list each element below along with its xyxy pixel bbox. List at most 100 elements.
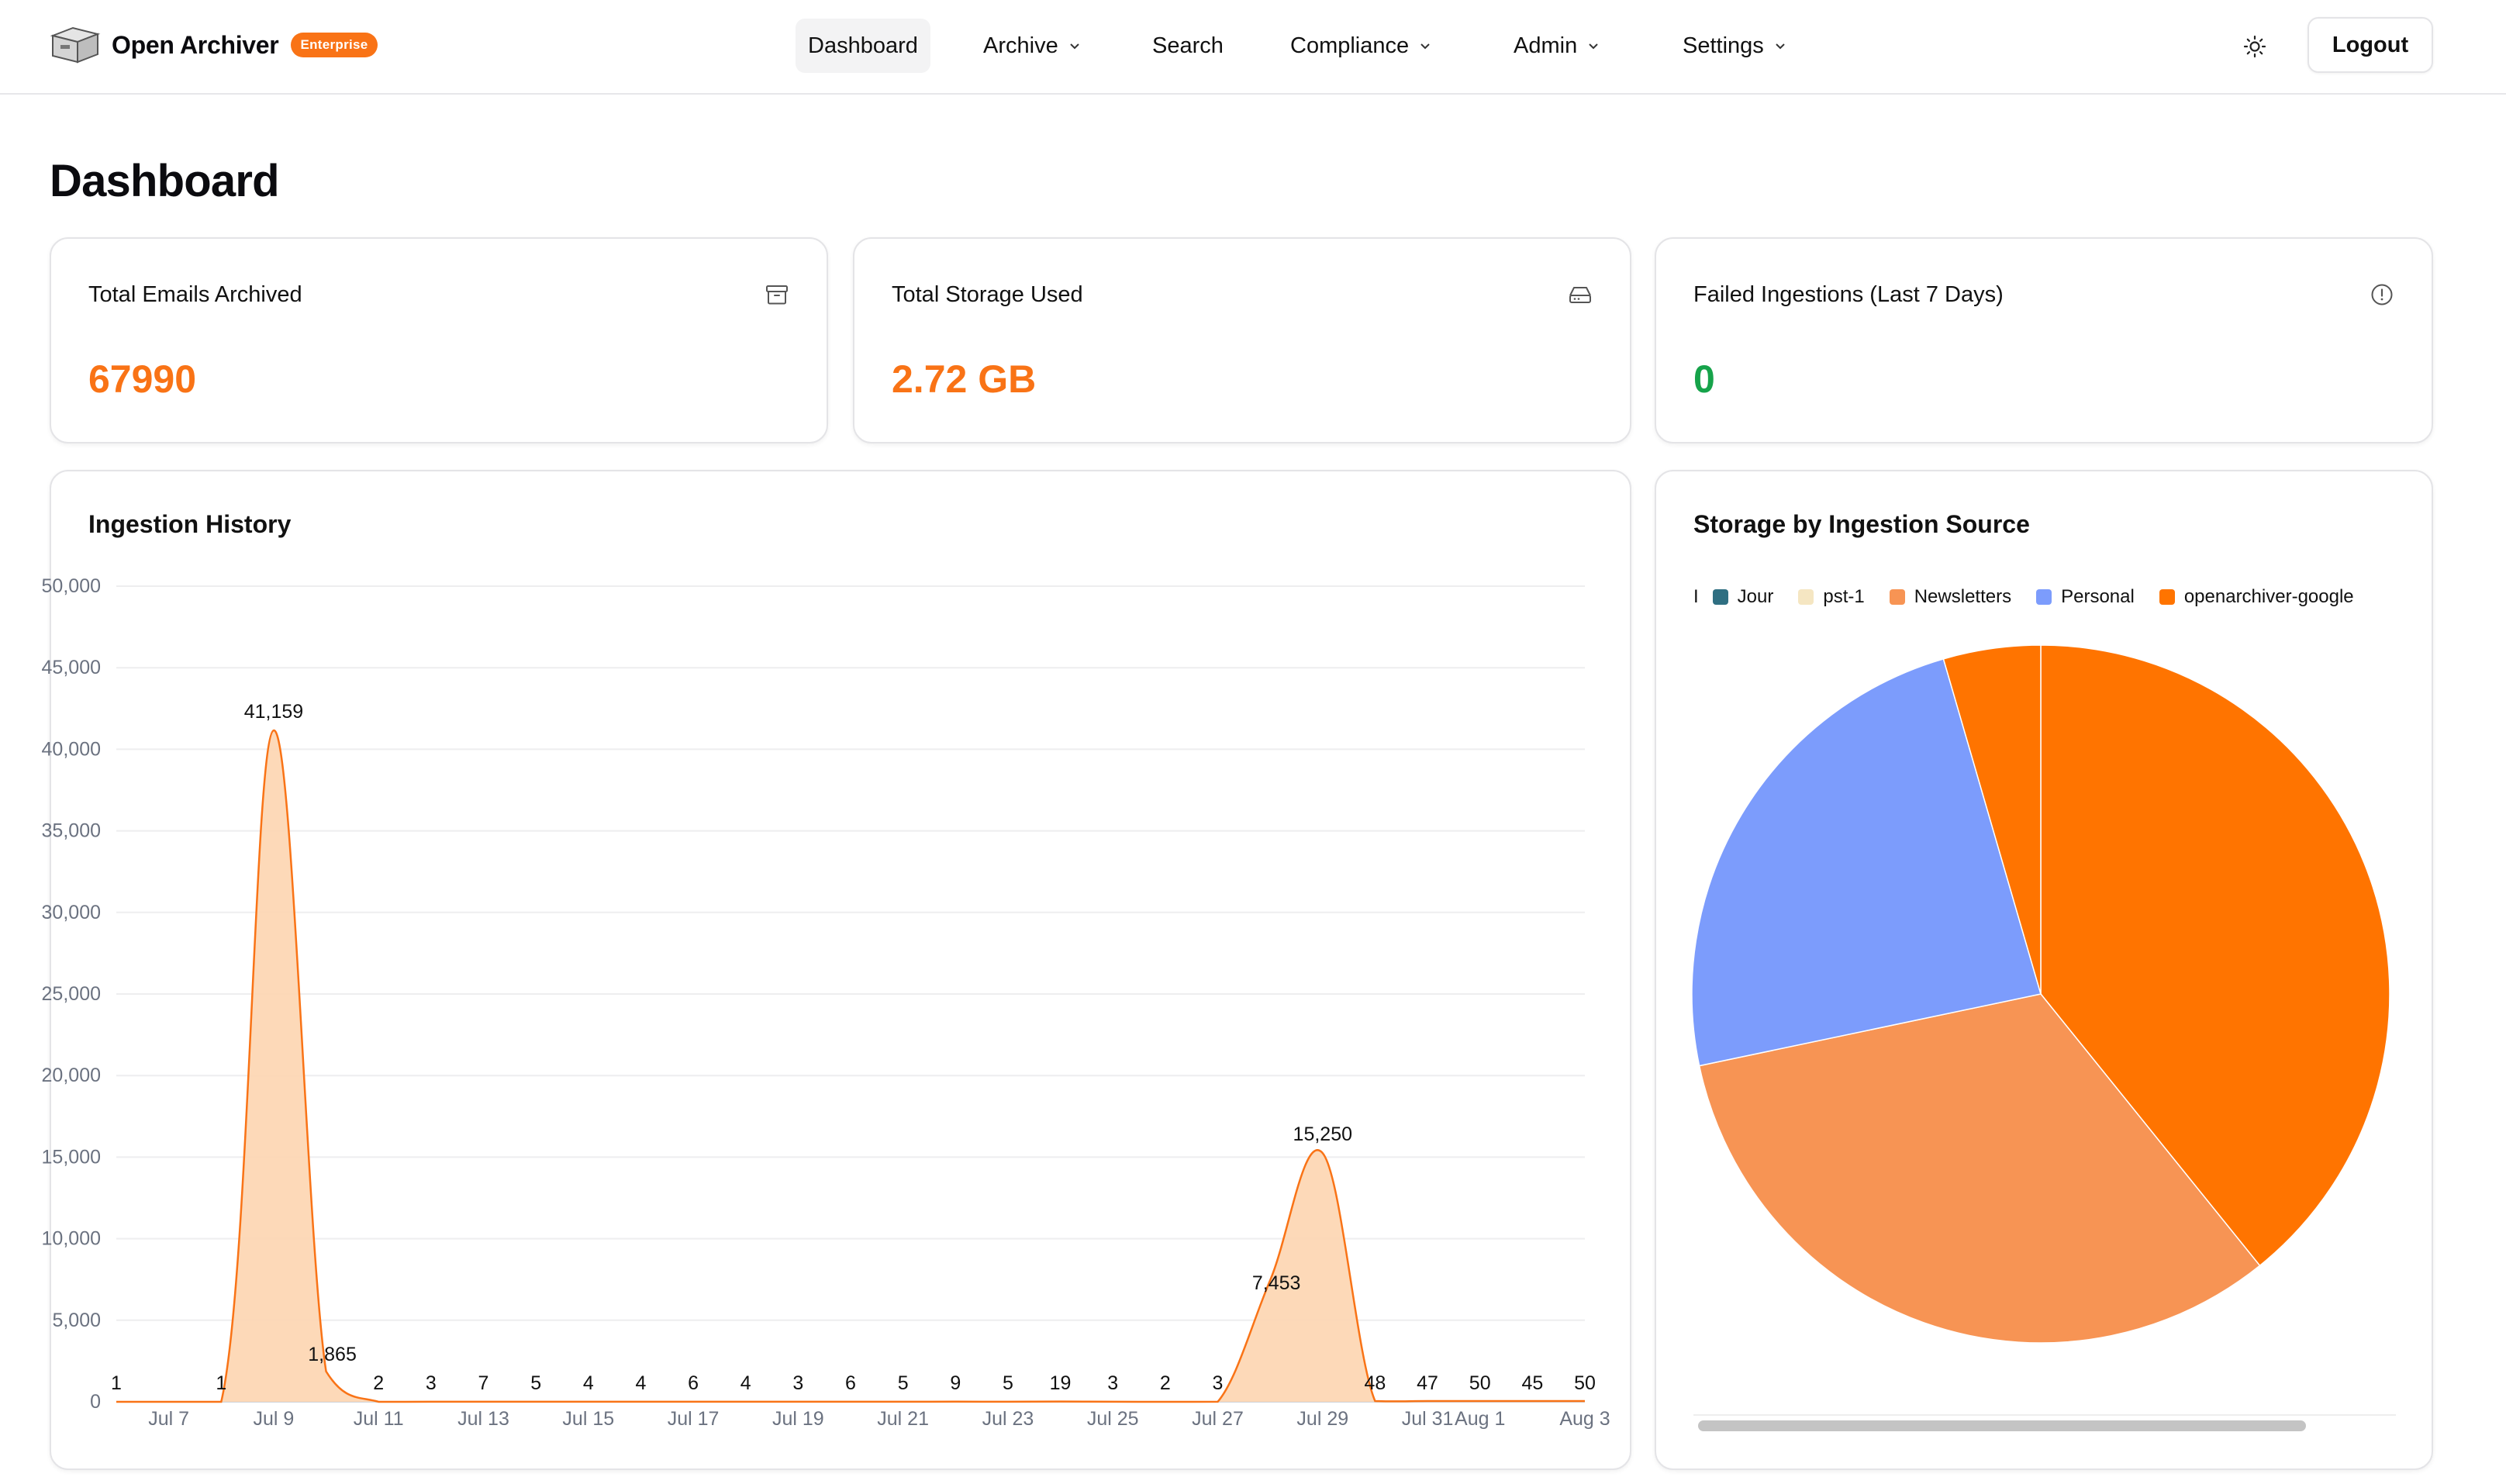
pie-slice-personal[interactable] [1691, 657, 2042, 1067]
stat-value: 2.72 GB [892, 357, 1037, 401]
stat-card-failed-ingestions: Failed Ingestions (Last 7 Days) 0 [1655, 237, 2433, 443]
scrollbar-thumb[interactable] [1698, 1420, 2306, 1431]
data-label: 9 [950, 1372, 961, 1394]
x-tick-label: Jul 29 [1296, 1408, 1348, 1430]
data-label: 7,453 [1252, 1272, 1301, 1294]
data-label: 41,159 [244, 701, 303, 723]
nav-compliance[interactable]: Compliance [1278, 19, 1445, 73]
top-navigation-bar: Open Archiver Enterprise Dashboard Archi… [0, 0, 2506, 95]
data-label: 2 [1160, 1372, 1171, 1394]
brand[interactable]: Open Archiver Enterprise [50, 23, 378, 67]
data-label: 7 [478, 1372, 489, 1394]
nav-label: Archive [983, 33, 1058, 58]
x-tick-label: Jul 25 [1087, 1408, 1139, 1430]
stat-card-storage: Total Storage Used 2.72 GB [853, 237, 1631, 443]
legend-swatch [2036, 589, 2052, 605]
x-tick-label: Aug 1 [1455, 1408, 1505, 1430]
sun-icon [2243, 35, 2266, 58]
x-tick-label: Jul 31 [1402, 1408, 1454, 1430]
legend-swatch [1798, 589, 1814, 605]
data-label: 45 [1521, 1372, 1543, 1394]
y-tick-label: 20,000 [42, 1065, 101, 1086]
nav-label: Admin [1514, 33, 1578, 58]
nav-archive[interactable]: Archive [971, 19, 1094, 73]
legend-item[interactable]: Personal [2036, 586, 2135, 608]
x-tick-label: Aug 3 [1559, 1408, 1610, 1430]
theme-toggle-button[interactable] [2233, 26, 2276, 67]
data-label: 3 [792, 1372, 803, 1394]
y-tick-label: 50,000 [42, 575, 101, 597]
pie-slice-openarchiver-google[interactable] [2040, 644, 2390, 1267]
x-tick-label: Jul 27 [1192, 1408, 1244, 1430]
legend-item[interactable]: pst-1 [1798, 586, 1865, 608]
y-tick-label: 0 [90, 1391, 101, 1413]
data-label: 19 [1050, 1372, 1072, 1394]
chevron-down-icon [1069, 43, 1079, 50]
ingestion-history-card: Ingestion History 0 5,000 10,000 15,000 20,0… [42, 470, 1631, 1470]
y-tick-label: 10,000 [42, 1228, 101, 1250]
x-tick-label: Jul 15 [562, 1408, 614, 1430]
data-label: 5 [1003, 1372, 1013, 1394]
data-label: 4 [583, 1372, 594, 1394]
pie-slice-newsletters[interactable] [1698, 993, 2261, 1344]
data-label: 50 [1469, 1372, 1491, 1394]
nav-search[interactable]: Search [1140, 19, 1236, 73]
x-tick-label: Jul 13 [457, 1408, 509, 1430]
legend-label: Jour [1737, 586, 1774, 607]
legend-item[interactable]: openarchiver-google [2159, 586, 2354, 608]
data-label: 50 [1574, 1372, 1596, 1394]
stat-label: Total Storage Used [892, 282, 1083, 307]
y-tick-label: 40,000 [42, 738, 101, 760]
nav-settings[interactable]: Settings [1670, 19, 1800, 73]
nav-label: Compliance [1290, 33, 1410, 58]
horizontal-scrollbar[interactable] [1693, 1414, 2396, 1434]
legend-label: openarchiver-google [2183, 586, 2354, 607]
legend-label: pst-1 [1823, 586, 1865, 607]
legend-item-truncated[interactable]: I [1693, 586, 1699, 608]
legend-item[interactable]: Jour [1712, 586, 1774, 608]
x-tick-label: Jul 9 [254, 1408, 295, 1430]
x-tick-label: Jul 23 [982, 1408, 1034, 1430]
card-title: Ingestion History [88, 510, 292, 538]
stat-label: Total Emails Archived [88, 282, 302, 307]
y-tick-label: 35,000 [42, 820, 101, 842]
card-title: Storage by Ingestion Source [1693, 510, 2030, 538]
stat-value: 0 [1693, 357, 1715, 401]
nav-admin[interactable]: Admin [1501, 19, 1613, 73]
legend-swatch [1889, 589, 1905, 605]
storage-by-source-card: Storage by Ingestion Source I Jour pst-1… [1655, 470, 2433, 1470]
legend-item[interactable]: Newsletters [1889, 586, 2012, 608]
storage-pie-chart [1691, 644, 2390, 1344]
x-tick-label: Jul 21 [877, 1408, 929, 1430]
y-tick-label: 5,000 [52, 1310, 101, 1331]
pie-slice-unlabeled[interactable] [1942, 644, 2042, 995]
data-label: 5 [530, 1372, 541, 1394]
data-label: 3 [426, 1372, 437, 1394]
data-label: 6 [845, 1372, 856, 1394]
data-label: 2 [373, 1372, 384, 1394]
hard-drive-icon [1569, 287, 1591, 303]
legend-label: Personal [2061, 586, 2135, 607]
data-label: 3 [1107, 1372, 1118, 1394]
nav-label: Search [1152, 33, 1224, 58]
logout-button[interactable]: Logout [2308, 17, 2433, 73]
enterprise-badge: Enterprise [291, 33, 378, 57]
ingestion-series-line [116, 729, 1586, 1403]
legend-swatch [1712, 589, 1728, 605]
y-tick-label: 15,000 [42, 1146, 101, 1168]
nav-label: Dashboard [808, 33, 918, 58]
legend-label: Newsletters [1914, 586, 2012, 607]
data-label: 6 [688, 1372, 699, 1394]
x-tick-label: Jul 11 [354, 1408, 404, 1430]
nav-dashboard[interactable]: Dashboard [796, 19, 930, 73]
pie-legend[interactable]: I Jour pst-1 Newsletters Personal openar… [1693, 580, 2396, 614]
data-label: 4 [740, 1372, 751, 1394]
ingestion-history-chart: 0 5,000 10,000 15,000 20,000 25,000 30,000 35,0… [42, 575, 1610, 1430]
data-label: 48 [1365, 1372, 1386, 1394]
data-label: 47 [1417, 1372, 1438, 1394]
stat-value: 67990 [88, 357, 197, 401]
legend-label: I [1693, 586, 1699, 607]
page-title: Dashboard [50, 156, 280, 206]
stat-label: Failed Ingestions (Last 7 Days) [1693, 282, 2004, 307]
y-tick-label: 45,000 [42, 657, 101, 678]
